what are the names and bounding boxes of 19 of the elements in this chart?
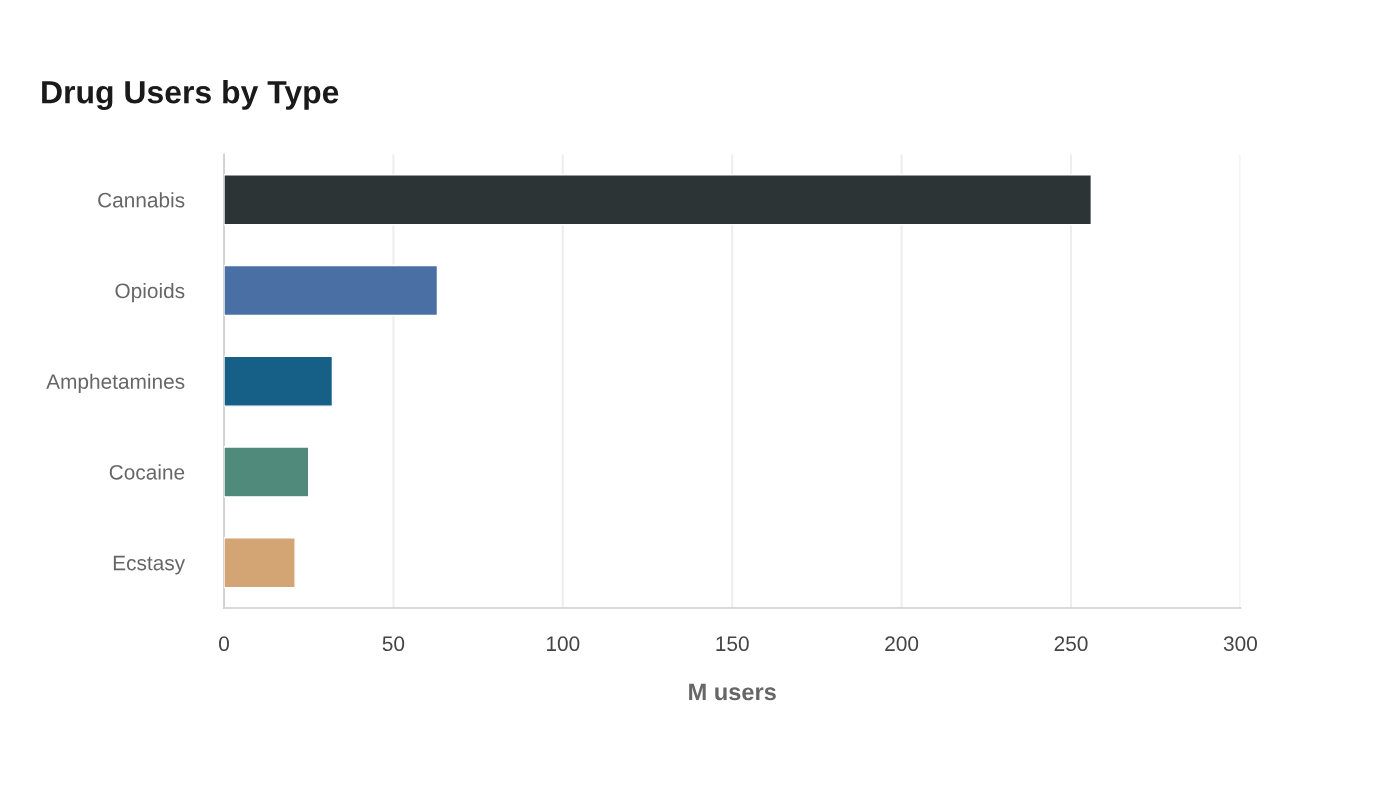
y-tick-label: Opioids — [115, 282, 185, 303]
y-tick-label: Cannabis — [98, 192, 185, 208]
bar — [224, 536, 296, 589]
x-tick-label: 50 — [382, 636, 405, 652]
y-tick-label: Cocaine — [109, 464, 185, 480]
bar — [224, 264, 439, 317]
x-tick-label: 150 — [716, 636, 749, 652]
bar — [224, 355, 334, 407]
x-tick-label: 300 — [1223, 636, 1257, 652]
chart-title: Drug Users by Type — [42, 80, 339, 110]
x-tick-label: 200 — [885, 636, 919, 652]
y-tick-label: Ecstasy — [113, 555, 186, 575]
x-tick-label: 250 — [1054, 636, 1088, 652]
bar — [224, 174, 1093, 226]
x-tick-label: 0 — [219, 636, 229, 652]
y-tick-label: Amphetamines — [46, 373, 185, 394]
x-tick-label: 100 — [547, 636, 580, 652]
x-axis-title: M users — [689, 683, 776, 701]
bar — [224, 446, 310, 498]
